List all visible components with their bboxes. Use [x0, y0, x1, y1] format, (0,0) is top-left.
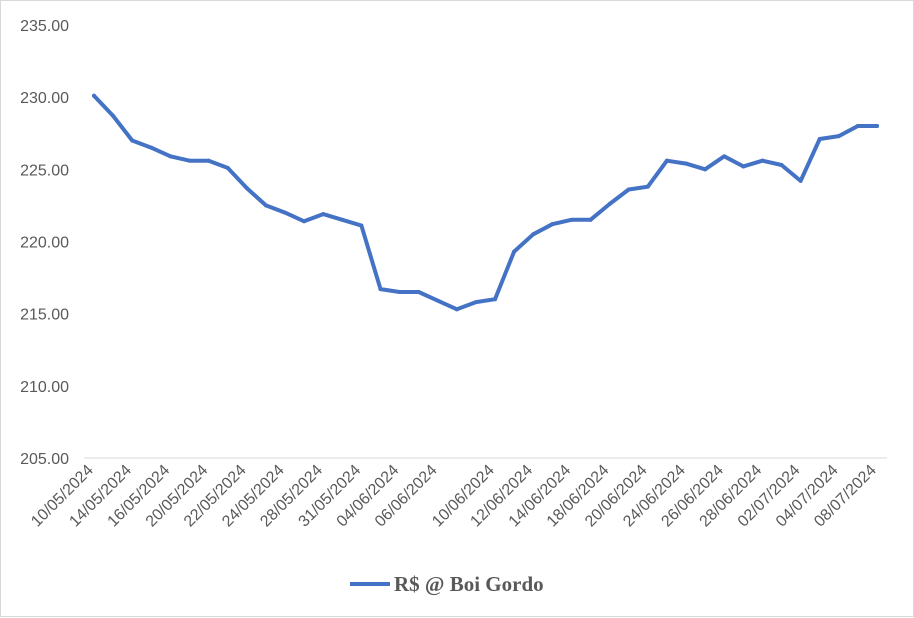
- data-point: [588, 217, 593, 222]
- data-point: [454, 307, 459, 312]
- data-point: [836, 134, 841, 139]
- data-point: [359, 223, 364, 228]
- y-tick-label: 205.00: [20, 451, 69, 468]
- y-tick-label: 210.00: [20, 379, 69, 396]
- y-tick-label: 225.00: [20, 162, 69, 179]
- data-point: [168, 154, 173, 159]
- data-point: [282, 210, 287, 215]
- data-point: [397, 290, 402, 295]
- data-point: [798, 178, 803, 183]
- y-tick-label: 220.00: [20, 235, 69, 252]
- data-point: [493, 297, 498, 302]
- data-point: [512, 249, 517, 254]
- data-point: [378, 287, 383, 292]
- data-point: [550, 222, 555, 227]
- data-point: [263, 203, 268, 208]
- data-point: [607, 201, 612, 206]
- data-point: [244, 186, 249, 191]
- y-tick-label: 215.00: [20, 307, 69, 324]
- data-point: [225, 165, 230, 170]
- y-axis-labels: 205.00 210.00 215.00 220.00 225.00 230.00 235.…: [20, 18, 69, 468]
- data-point: [645, 184, 650, 189]
- data-point: [760, 158, 765, 163]
- x-axis-labels: 10/05/202414/05/202416/05/202420/05/2024…: [28, 462, 880, 531]
- data-point: [473, 300, 478, 305]
- data-point: [92, 93, 96, 98]
- series-group: [92, 93, 879, 312]
- data-point: [302, 219, 307, 224]
- data-point: [187, 158, 192, 163]
- data-point: [435, 298, 440, 303]
- data-point: [875, 124, 879, 129]
- data-point: [703, 167, 708, 172]
- data-point: [321, 212, 326, 217]
- y-tick-label: 235.00: [20, 18, 69, 35]
- series-line: [92, 93, 879, 312]
- data-point: [111, 113, 116, 118]
- data-point: [855, 124, 860, 129]
- data-point: [626, 187, 631, 192]
- data-point: [531, 232, 536, 237]
- data-point: [722, 154, 727, 159]
- data-point: [149, 145, 154, 150]
- legend-label: R$ @ Boi Gordo: [394, 572, 544, 596]
- data-point: [817, 137, 822, 142]
- data-point: [206, 158, 211, 163]
- data-point: [340, 217, 345, 222]
- data-point: [741, 164, 746, 169]
- data-point: [664, 158, 669, 163]
- data-point: [779, 163, 784, 168]
- y-tick-label: 230.00: [20, 90, 69, 107]
- legend: R$ @ Boi Gordo: [350, 572, 544, 596]
- data-point: [416, 290, 421, 295]
- data-point: [684, 161, 689, 166]
- data-point: [569, 217, 574, 222]
- data-point: [130, 138, 135, 143]
